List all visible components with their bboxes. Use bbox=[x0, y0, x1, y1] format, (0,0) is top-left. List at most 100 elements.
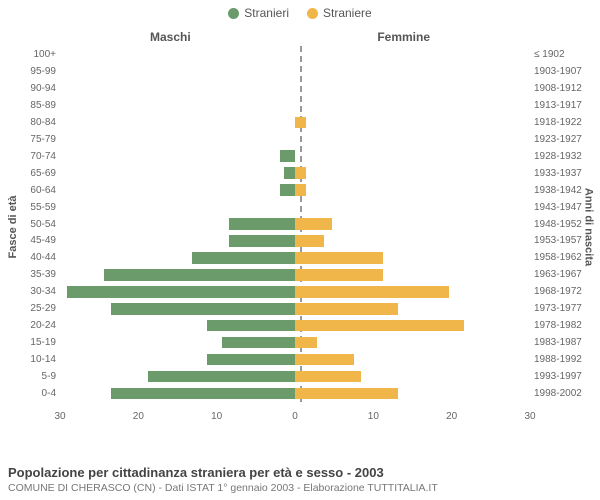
x-axis: 3020100102030 bbox=[60, 402, 530, 422]
pyramid-row: 15-191983-1987 bbox=[60, 334, 530, 351]
chart-footer: Popolazione per cittadinanza straniera p… bbox=[8, 465, 592, 494]
bar-half-female bbox=[295, 100, 530, 112]
legend-item-male: Stranieri bbox=[228, 6, 289, 20]
bar-half-male bbox=[60, 252, 295, 264]
birth-label: ≤ 1902 bbox=[534, 49, 596, 60]
birth-label: 1978-1982 bbox=[534, 320, 596, 331]
bar-half-male bbox=[60, 184, 295, 196]
bar-male bbox=[280, 150, 295, 162]
bar-half-female bbox=[295, 133, 530, 145]
bar-half-female bbox=[295, 337, 530, 349]
bar-male bbox=[111, 388, 295, 400]
bar-half-female bbox=[295, 286, 530, 298]
bar-half-female bbox=[295, 66, 530, 78]
x-tick: 10 bbox=[368, 411, 379, 422]
birth-label: 1923-1927 bbox=[534, 134, 596, 145]
birth-label: 1983-1987 bbox=[534, 337, 596, 348]
bar-half-male bbox=[60, 337, 295, 349]
chart-area: Maschi Femmine Fasce di età Anni di nasc… bbox=[0, 22, 600, 432]
pyramid-row: 100+≤ 1902 bbox=[60, 46, 530, 63]
pyramid-row: 0-41998-2002 bbox=[60, 385, 530, 402]
pyramid-rows: 100+≤ 190295-991903-190790-941908-191285… bbox=[60, 46, 530, 402]
birth-label: 1973-1977 bbox=[534, 303, 596, 314]
bar-half-male bbox=[60, 388, 295, 400]
bar-half-female bbox=[295, 218, 530, 230]
legend: Stranieri Straniere bbox=[0, 0, 600, 22]
bar-half-male bbox=[60, 49, 295, 61]
birth-label: 1928-1932 bbox=[534, 151, 596, 162]
bar-half-female bbox=[295, 117, 530, 129]
age-label: 70-74 bbox=[14, 151, 56, 162]
bar-half-female bbox=[295, 167, 530, 179]
age-label: 55-59 bbox=[14, 202, 56, 213]
birth-label: 1993-1997 bbox=[534, 371, 596, 382]
bar-half-male bbox=[60, 201, 295, 213]
bar-female bbox=[295, 252, 383, 264]
age-label: 90-94 bbox=[14, 83, 56, 94]
bar-male bbox=[284, 167, 295, 179]
age-label: 25-29 bbox=[14, 303, 56, 314]
bar-male bbox=[148, 371, 295, 383]
pyramid-row: 10-141988-1992 bbox=[60, 351, 530, 368]
birth-label: 1988-1992 bbox=[534, 354, 596, 365]
bar-male bbox=[111, 303, 295, 315]
bar-female bbox=[295, 303, 398, 315]
pyramid-row: 75-791923-1927 bbox=[60, 131, 530, 148]
bar-half-female bbox=[295, 354, 530, 366]
birth-label: 1943-1947 bbox=[534, 202, 596, 213]
age-label: 0-4 bbox=[14, 388, 56, 399]
legend-label-male: Stranieri bbox=[244, 6, 289, 20]
pyramid-row: 95-991903-1907 bbox=[60, 63, 530, 80]
bar-male bbox=[222, 337, 295, 349]
bar-female bbox=[295, 388, 398, 400]
bar-female bbox=[295, 371, 361, 383]
bar-half-male bbox=[60, 218, 295, 230]
birth-label: 1948-1952 bbox=[534, 219, 596, 230]
age-label: 95-99 bbox=[14, 66, 56, 77]
pyramid-row: 25-291973-1977 bbox=[60, 300, 530, 317]
bar-half-male bbox=[60, 354, 295, 366]
bar-half-male bbox=[60, 117, 295, 129]
legend-swatch-male bbox=[228, 8, 239, 19]
age-label: 5-9 bbox=[14, 371, 56, 382]
birth-label: 1968-1972 bbox=[534, 286, 596, 297]
pyramid-row: 65-691933-1937 bbox=[60, 165, 530, 182]
bar-half-male bbox=[60, 66, 295, 78]
bar-female bbox=[295, 117, 306, 129]
bar-half-male bbox=[60, 83, 295, 95]
age-label: 10-14 bbox=[14, 354, 56, 365]
x-tick: 30 bbox=[54, 411, 65, 422]
legend-item-female: Straniere bbox=[307, 6, 372, 20]
bar-half-male bbox=[60, 100, 295, 112]
bar-half-male bbox=[60, 320, 295, 332]
bar-female bbox=[295, 218, 332, 230]
pyramid-row: 30-341968-1972 bbox=[60, 283, 530, 300]
bar-male bbox=[207, 354, 295, 366]
bar-half-male bbox=[60, 371, 295, 383]
x-tick: 20 bbox=[446, 411, 457, 422]
birth-label: 1908-1912 bbox=[534, 83, 596, 94]
pyramid-row: 5-91993-1997 bbox=[60, 368, 530, 385]
bar-half-female bbox=[295, 371, 530, 383]
pyramid-row: 85-891913-1917 bbox=[60, 97, 530, 114]
footer-subtitle: COMUNE DI CHERASCO (CN) - Dati ISTAT 1° … bbox=[8, 482, 592, 494]
pyramid-row: 80-841918-1922 bbox=[60, 114, 530, 131]
age-label: 20-24 bbox=[14, 320, 56, 331]
age-label: 40-44 bbox=[14, 252, 56, 263]
birth-label: 1938-1942 bbox=[534, 185, 596, 196]
bar-half-female bbox=[295, 150, 530, 162]
bar-half-female bbox=[295, 303, 530, 315]
birth-label: 1953-1957 bbox=[534, 235, 596, 246]
bar-half-male bbox=[60, 167, 295, 179]
bar-half-female bbox=[295, 235, 530, 247]
birth-label: 1963-1967 bbox=[534, 269, 596, 280]
pyramid-row: 55-591943-1947 bbox=[60, 199, 530, 216]
bar-female bbox=[295, 354, 354, 366]
bar-half-male bbox=[60, 269, 295, 281]
bar-half-female bbox=[295, 184, 530, 196]
age-label: 30-34 bbox=[14, 286, 56, 297]
pyramid-row: 50-541948-1952 bbox=[60, 216, 530, 233]
bar-half-male bbox=[60, 286, 295, 298]
age-label: 50-54 bbox=[14, 219, 56, 230]
bar-half-female bbox=[295, 252, 530, 264]
